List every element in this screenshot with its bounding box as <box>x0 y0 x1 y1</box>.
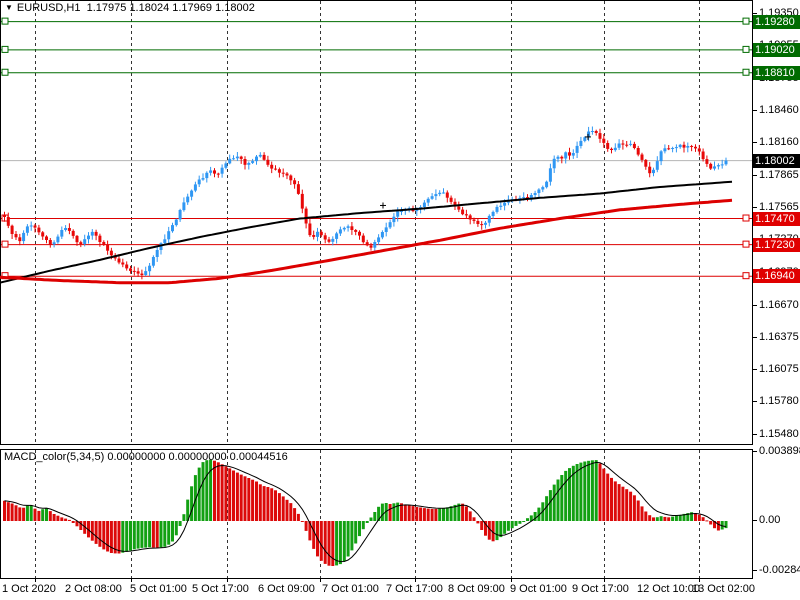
doji-marker <box>585 133 591 140</box>
time-axis-label: 9 Oct 17:00 <box>572 583 629 595</box>
line-handle[interactable] <box>1 68 9 76</box>
price-tick-label: 1.15480 <box>759 428 799 440</box>
macd-signal-line <box>4 461 727 563</box>
time-axis-label: 13 Oct 02:00 <box>692 583 755 595</box>
tick-dash <box>753 336 757 338</box>
time-axis-label: 2 Oct 08:00 <box>65 583 122 595</box>
current-price-badge: 1.18002 <box>753 153 800 168</box>
macd-label: MACD_color(5,34,5) 0.00000000 0.00000000… <box>4 451 288 463</box>
time-axis-label: 5 Oct 01:00 <box>130 583 187 595</box>
tick-dash <box>753 207 757 209</box>
price-tick-label: 1.15780 <box>759 395 799 408</box>
line-handle[interactable] <box>742 272 750 280</box>
line-handle[interactable] <box>1 17 9 25</box>
tick-dash <box>753 304 757 306</box>
price-panel-border <box>0 0 753 445</box>
tick-dash <box>753 174 757 176</box>
red-level-price-badge: 1.17230 <box>753 237 800 252</box>
time-axis-label: 12 Oct 10:00 <box>637 583 700 595</box>
time-axis-label: 5 Oct 17:00 <box>192 583 249 595</box>
doji-marker <box>380 202 386 209</box>
line-handle[interactable] <box>742 240 750 248</box>
time-tick <box>511 579 512 582</box>
price-tick-label: 1.16375 <box>759 330 799 343</box>
tick-dash <box>753 570 757 572</box>
moving-average-red <box>0 198 733 285</box>
line-handle[interactable] <box>742 214 750 222</box>
horizontal-level-line[interactable] <box>1 240 752 248</box>
time-axis-label: 7 Oct 01:00 <box>322 583 379 595</box>
time-tick <box>320 579 321 582</box>
price-tick-label: 1.18460 <box>759 103 799 116</box>
macd-tick-label: 0.00 <box>759 514 781 526</box>
price-tick-label: 1.16075 <box>759 363 799 376</box>
time-axis-label: 6 Oct 09:00 <box>258 583 315 595</box>
time-tick <box>35 579 36 582</box>
price-tick-label: 1.18160 <box>759 136 799 149</box>
tick-dash <box>753 450 757 452</box>
green-level-price-badge: 1.18810 <box>753 65 800 80</box>
time-tick <box>699 579 700 582</box>
line-handle[interactable] <box>742 45 750 53</box>
price-tick-label: 1.19350 <box>759 7 799 19</box>
tick-dash <box>753 369 757 371</box>
tick-dash <box>753 434 757 435</box>
horizontal-level-line[interactable] <box>1 17 752 25</box>
macd-name-label: MACD_color(5,34,5) <box>4 451 105 463</box>
price-chart[interactable] <box>0 0 753 445</box>
macd-tick-label: -0.002845 <box>759 564 800 577</box>
time-axis-label: 1 Oct 2020 <box>2 583 56 595</box>
line-handle[interactable] <box>742 68 750 76</box>
line-handle[interactable] <box>1 240 9 248</box>
symbol-period-label: EURUSD,H1 <box>16 2 81 14</box>
time-axis-label: 7 Oct 17:00 <box>386 583 443 595</box>
price-tick-label: 1.17565 <box>759 201 799 214</box>
green-level-price-badge: 1.19020 <box>753 42 800 57</box>
tick-dash <box>753 520 757 521</box>
macd-histogram <box>3 459 728 566</box>
tick-dash <box>753 401 757 403</box>
horizontal-level-line[interactable] <box>1 45 752 53</box>
ohlc-quote-label: 1.17975 1.18024 1.17969 1.18002 <box>86 2 255 14</box>
symbol-dropdown-icon[interactable]: ▼ <box>5 3 13 12</box>
time-tick <box>131 579 132 582</box>
tick-dash <box>753 109 757 111</box>
time-axis-label: 9 Oct 01:00 <box>510 583 567 595</box>
price-scale[interactable]: 1.193501.190551.187551.184601.181601.178… <box>753 0 800 579</box>
macd-indicator-panel[interactable] <box>0 449 753 579</box>
time-scale[interactable]: 1 Oct 2020 2 Oct 08:00 5 Oct 01:00 5 Oct 17… <box>0 579 800 600</box>
time-tick <box>227 579 228 582</box>
price-tick-label: 1.16670 <box>759 298 799 311</box>
macd-tick-label: 0.0038988 <box>759 444 800 457</box>
green-level-price-badge: 1.19280 <box>753 14 800 29</box>
moving-average-black <box>0 180 733 284</box>
price-tick-label: 1.17865 <box>759 168 799 181</box>
tick-dash <box>753 13 757 14</box>
time-tick <box>415 579 416 582</box>
time-axis-label: 8 Oct 09:00 <box>448 583 505 595</box>
line-handle[interactable] <box>1 45 9 53</box>
horizontal-level-line[interactable] <box>1 68 752 76</box>
line-handle[interactable] <box>742 17 750 25</box>
red-level-price-badge: 1.16940 <box>753 269 800 284</box>
chart-title: ▼ EURUSD,H1 1.17975 1.18024 1.17969 1.180… <box>5 2 255 14</box>
tick-dash <box>753 142 757 144</box>
macd-values-label: 0.00000000 0.00000000 0.00044516 <box>107 451 288 463</box>
red-level-price-badge: 1.17470 <box>753 211 800 226</box>
time-tick <box>604 579 605 582</box>
